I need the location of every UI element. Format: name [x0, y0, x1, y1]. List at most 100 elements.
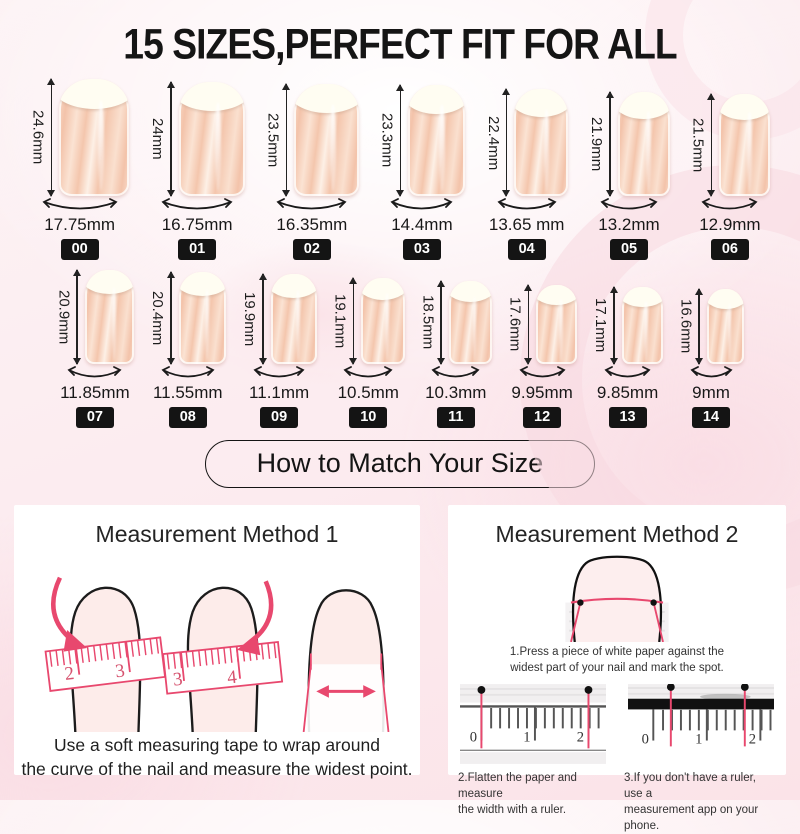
nail-width-label: 16.35mm — [276, 214, 348, 234]
french-tip — [719, 93, 771, 121]
nail-gloss-highlight — [439, 105, 445, 192]
measure-row: 18.5mm — [419, 279, 492, 366]
method1-card: Measurement Method 1 2 3 3 4 — [14, 504, 420, 779]
nail-width-label: 13.65 mm — [488, 214, 565, 234]
nail-length-label: 22.4mm — [484, 115, 502, 170]
length-measure-group: 24mm — [149, 80, 174, 197]
nail-gloss-highlight — [329, 104, 336, 192]
french-tip — [294, 84, 359, 114]
measure-row: 24.6mm — [30, 78, 130, 197]
svg-text:2: 2 — [577, 730, 584, 746]
vertical-measure-arrow-icon — [437, 279, 445, 366]
ruler-app-illustration: 0 1 2 — [628, 684, 774, 748]
size-row-2: 20.9mm 11.85mm 07 20.4mm — [0, 268, 800, 428]
nail-gloss-highlight — [215, 102, 222, 192]
nail-size-item: 24mm 16.75mm 01 — [149, 80, 245, 260]
measure-row: 20.9mm — [55, 268, 135, 365]
width-measure-arrow-icon — [600, 197, 658, 210]
nail-gloss-highlight — [727, 302, 731, 361]
measure-row: 17.6mm — [507, 283, 578, 366]
nail-width-label: 11.85mm — [60, 382, 130, 402]
vertical-measure-arrow-icon — [282, 83, 290, 197]
size-number-badge: 04 — [507, 238, 546, 260]
nail-length-label: 19.9mm — [241, 292, 259, 347]
svg-text:3: 3 — [172, 669, 184, 691]
nail-gloss-highlight — [544, 108, 549, 192]
svg-text:0: 0 — [642, 732, 649, 748]
length-measure-group: 20.4mm — [148, 271, 174, 365]
width-measure-arrow-icon — [42, 197, 118, 210]
nail-width-label: 11.1mm — [249, 382, 310, 402]
length-measure-group: 23.3mm — [379, 84, 404, 197]
press-on-nail — [361, 277, 405, 364]
width-measure-arrow-icon — [689, 365, 733, 378]
length-measure-group: 24.6mm — [30, 78, 55, 197]
french-tip — [84, 269, 135, 295]
size-number-badge: 09 — [260, 406, 299, 428]
measuring-tape-1: 2 3 — [44, 636, 167, 692]
width-measure-arrow-icon — [604, 365, 651, 378]
length-measure-group: 17.1mm — [592, 285, 617, 365]
vertical-measure-arrow-icon — [396, 84, 404, 197]
width-measure-arrow-icon — [343, 365, 393, 378]
nail-size-item: 19.1mm 10.5mm 10 — [332, 276, 405, 428]
svg-text:3: 3 — [114, 660, 126, 682]
length-measure-group: 22.4mm — [484, 88, 510, 198]
nail-width-label: 13.2mm — [598, 214, 660, 234]
nail-gloss-highlight — [296, 290, 301, 361]
french-tip — [621, 286, 663, 307]
length-measure-group: 19.9mm — [241, 273, 266, 365]
french-tip — [59, 79, 130, 110]
width-measure-arrow-icon — [390, 197, 453, 210]
length-measure-group: 18.5mm — [419, 279, 445, 366]
nail-length-label: 16.6mm — [677, 299, 695, 354]
measure-row: 24mm — [149, 80, 245, 197]
length-measure-group: 19.1mm — [332, 276, 357, 365]
method2-step3-text: 3.If you don't have a ruler, use a measu… — [624, 772, 759, 833]
length-measure-group: 16.6mm — [677, 288, 703, 365]
size-number-badge: 11 — [436, 406, 475, 428]
vertical-measure-arrow-icon — [606, 90, 613, 197]
length-measure-group: 17.6mm — [507, 283, 532, 366]
nail-length-label: 24mm — [149, 118, 167, 160]
how-to-match-button[interactable]: How to Match Your Size — [205, 439, 595, 488]
nail-gloss-highlight — [385, 293, 390, 361]
ruler-paper-illustration: 0 1 2 — [460, 684, 606, 764]
vertical-measure-arrow-icon — [503, 88, 510, 198]
nail-size-item: 21.5mm 12.9mm 06 — [690, 92, 771, 260]
nail-size-item: 16.6mm 9mm 14 — [677, 288, 745, 428]
nail-length-label: 17.1mm — [592, 298, 610, 353]
nail-length-label: 20.9mm — [55, 289, 73, 344]
nail-length-label: 18.5mm — [419, 295, 437, 350]
nail-size-item: 24.6mm 17.75mm 00 — [30, 78, 130, 260]
press-on-nail — [408, 85, 466, 196]
press-on-nail — [449, 280, 492, 364]
size-row-1: 24.6mm 17.75mm 00 24mm — [0, 78, 800, 260]
nail-length-label: 20.4mm — [148, 290, 166, 346]
nail-length-label: 21.9mm — [588, 116, 606, 171]
press-on-nail — [84, 269, 135, 364]
nail-gloss-highlight — [646, 110, 651, 192]
vertical-measure-arrow-icon — [349, 276, 357, 365]
vertical-measure-arrow-icon — [695, 288, 703, 365]
vertical-measure-arrow-icon — [167, 80, 174, 197]
nail-size-item: 21.9mm 13.2mm 05 — [588, 90, 670, 260]
nail-size-item: 22.4mm 13.65 mm 04 — [484, 88, 569, 260]
nail-length-label: 23.5mm — [264, 112, 282, 168]
press-on-nail — [270, 274, 317, 364]
size-number-badge: 07 — [75, 406, 114, 428]
measure-row: 19.1mm — [332, 276, 405, 365]
method2-finger-illustration — [565, 555, 669, 642]
measure-row: 16.6mm — [677, 288, 745, 365]
nail-size-item: 20.4mm 11.55mm 08 — [148, 271, 227, 428]
measure-row: 21.5mm — [690, 92, 771, 197]
nail-size-item: 18.5mm 10.3mm 11 — [419, 279, 492, 428]
nail-gloss-highlight — [97, 100, 105, 192]
french-tip — [361, 277, 405, 301]
length-measure-group: 20.9mm — [55, 268, 81, 365]
svg-text:2: 2 — [63, 663, 75, 685]
french-tip — [408, 85, 466, 114]
french-tip — [707, 289, 745, 309]
french-tip — [514, 89, 569, 118]
press-on-nail — [621, 286, 663, 364]
